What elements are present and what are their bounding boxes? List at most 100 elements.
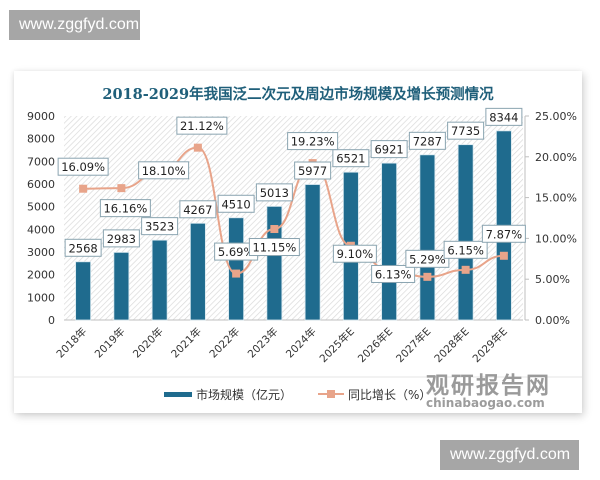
growth-marker: [232, 269, 241, 278]
x-axis-tick: 2028年E: [432, 325, 472, 365]
bar: [113, 251, 130, 321]
bar: [75, 261, 92, 321]
left-axis-tick: 2000: [27, 269, 55, 282]
growth-marker: [117, 184, 126, 193]
bar: [266, 205, 283, 321]
logo-cn-text: 观研报告网: [426, 373, 551, 399]
legend-label-market-size: 市场规模（亿元）: [196, 387, 293, 402]
growth-marker: [193, 143, 202, 152]
x-axis-tick: 2023年: [245, 325, 281, 361]
bar-value-label: 5977: [298, 164, 327, 178]
legend-item-market-size: 市场规模（亿元）: [164, 386, 292, 403]
chart-title: 2018-2029年我国泛二次元及周边市场规模及增长预测情况: [102, 86, 494, 103]
chart-legend: 市场规模（亿元） 同比增长（%）: [164, 383, 457, 405]
bar: [189, 222, 206, 321]
growth-marker: [423, 272, 432, 281]
bar: [304, 184, 321, 321]
growth-value-label: 5.69%: [218, 245, 255, 259]
bar-value-label-box: [179, 200, 217, 219]
growth-marker: [461, 265, 470, 274]
bar-value-label: 5013: [260, 186, 289, 200]
growth-value-label-box: [287, 132, 339, 151]
chart-plot: 0 1000 2000 3000 4000 5000 6000 7000 8000 9000 0.0…: [14, 107, 582, 378]
bar-value-label: 3523: [145, 220, 174, 234]
left-axis-tick: 9000: [27, 110, 55, 123]
bar-value-label: 4267: [183, 203, 212, 217]
bar-value-label-box: [217, 194, 255, 213]
bar-value-label: 4510: [221, 197, 250, 211]
left-axis-tick: 5000: [27, 201, 55, 214]
logo-en-text: chinabaogao.com: [426, 396, 545, 410]
bar-value-label-box: [294, 161, 332, 180]
growth-value-label: 11.15%: [252, 241, 296, 255]
bar-value-label: 6521: [336, 152, 365, 166]
growth-value-label: 19.23%: [291, 135, 335, 149]
x-axis-tick: 2024年: [283, 325, 319, 361]
growth-value-label-box: [443, 240, 488, 259]
legend-item-growth: 同比增长（%）: [318, 386, 431, 403]
growth-value-label-box: [481, 224, 526, 243]
bar-swatch-icon: [164, 391, 192, 397]
watermark-bottom: www.zggfyd.com: [440, 440, 579, 470]
growth-value-label: 18.10%: [142, 164, 186, 178]
line-marker-swatch-icon: [318, 390, 345, 398]
x-axis-tick: 2019年: [92, 325, 128, 361]
growth-marker: [270, 225, 279, 234]
bar-value-label: 8344: [489, 110, 518, 124]
bar-value-label-box: [141, 217, 179, 236]
growth-value-label: 5.29%: [409, 252, 446, 266]
bar-value-label-box: [370, 140, 408, 159]
chart-panel: 2018-2029年我国泛二次元及周边市场规模及增长预测情况 0 1000 2000…: [14, 71, 582, 413]
bar-value-label-box: [485, 107, 523, 126]
right-axis-tick: 0.00%: [535, 314, 570, 327]
bar-value-label: 7735: [451, 124, 480, 138]
right-axis-tick: 20.00%: [535, 151, 577, 164]
growth-value-label: 21.12%: [180, 119, 224, 133]
bar: [381, 162, 398, 321]
chinabaogao-logo: 观研报告网 chinabaogao.com: [426, 366, 551, 410]
growth-marker: [499, 251, 508, 260]
bar-value-label: 7287: [413, 134, 442, 148]
bar-value-label-box: [102, 229, 140, 248]
growth-value-label: 6.15%: [447, 243, 484, 257]
left-axis-tick: 6000: [27, 178, 55, 191]
x-axis-tick: 2020年: [130, 325, 166, 361]
growth-value-label-box: [371, 264, 416, 283]
bar: [457, 144, 474, 321]
growth-value-label-box: [405, 249, 450, 268]
x-axis-tick: 2027年E: [393, 325, 433, 365]
bar: [151, 239, 168, 321]
growth-value-label-box: [248, 238, 300, 257]
legend-label-growth: 同比增长（%）: [348, 387, 432, 402]
watermark-top: www.zggfyd.com: [9, 10, 140, 40]
bar: [419, 154, 436, 321]
growth-value-label: 16.09%: [61, 160, 105, 174]
growth-value-label-box: [332, 244, 377, 263]
bar-value-label-box: [255, 183, 293, 202]
growth-value-label: 16.16%: [103, 202, 147, 216]
right-axis-tick: 15.00%: [535, 192, 577, 205]
x-axis-tick: 2025年E: [317, 325, 357, 365]
growth-value-label-box: [99, 199, 151, 218]
growth-value-label-box: [176, 116, 228, 135]
left-axis-tick: 3000: [27, 246, 55, 259]
left-axis-tick: 1000: [27, 291, 55, 304]
x-axis-tick: 2021年: [168, 325, 204, 361]
growth-value-label-box: [138, 161, 190, 180]
left-axis-tick: 8000: [27, 133, 55, 146]
left-axis-tick: 4000: [27, 223, 55, 236]
growth-value-label: 6.13%: [375, 267, 412, 281]
bar-value-label-box: [332, 149, 370, 168]
left-axis-tick: 7000: [27, 155, 55, 168]
right-axis-tick: 25.00%: [535, 110, 577, 123]
bar-value-label: 6921: [374, 143, 403, 157]
x-axis-tick: 2029年E: [470, 325, 510, 365]
x-axis-tick: 2022年: [207, 325, 243, 361]
bar-value-label-box: [447, 121, 485, 140]
bar-value-label: 2983: [107, 232, 136, 246]
bar-value-label-box: [64, 238, 102, 257]
right-axis-tick: 5.00%: [535, 273, 570, 286]
bar-value-label: 2568: [68, 241, 97, 255]
left-axis-tick: 0: [48, 314, 55, 327]
growth-marker: [79, 184, 88, 193]
